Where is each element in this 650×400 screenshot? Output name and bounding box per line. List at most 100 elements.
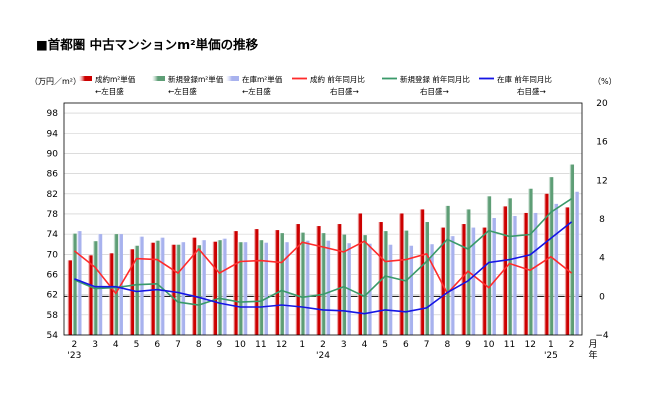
x-tick-label: 4 (113, 340, 119, 350)
x-tick-label: 7 (424, 340, 430, 350)
left-axis-ticks: 54 58 62 66 70 74 78 82 86 90 94 98 (47, 109, 59, 341)
left-tick-label: 66 (47, 270, 59, 280)
bar-0-20 (481, 227, 487, 335)
left-tick-label: 82 (47, 190, 58, 200)
legend-label: 新規登録 前年同月比 (400, 74, 470, 84)
legend-scale-hint: ←左目盛 (168, 86, 197, 96)
left-tick-label: 58 (47, 311, 59, 321)
line-series-2 (74, 221, 573, 315)
bar-2-12 (325, 240, 331, 335)
x-tick-label: 4 (362, 340, 368, 350)
bar-1-18 (444, 205, 450, 335)
bar-1-3 (134, 245, 139, 335)
bar-2-5 (180, 242, 186, 335)
bar-2-18 (449, 236, 455, 335)
line-series-0 (73, 240, 573, 295)
bar-1-8 (237, 242, 243, 335)
bar-1-15 (382, 231, 388, 335)
x-year-label: '24 (316, 351, 330, 361)
x-tick-label: 7 (175, 340, 181, 350)
bar-2-8 (242, 242, 248, 335)
line-series-1 (74, 198, 573, 306)
bar-2-23 (553, 203, 559, 335)
line-series (73, 198, 573, 315)
legend-scale-hint: 右目盛→ (420, 86, 449, 96)
x-tick-label: 8 (444, 340, 450, 350)
bar-2-17 (428, 244, 434, 335)
left-tick-label: 74 (47, 230, 59, 240)
legend-label: 在庫 前年同月比 (497, 74, 552, 84)
legend-scale-hint: ←左目盛 (95, 86, 124, 96)
bar-0-11 (295, 224, 300, 335)
bar-2-0 (76, 231, 82, 335)
bar-2-1 (97, 234, 103, 335)
bar-2-15 (387, 244, 393, 335)
x-tick-label: 2 (320, 340, 326, 350)
x-axis-unit-month: 月 (588, 339, 597, 350)
legend-label: 在庫m²単価 (242, 74, 283, 84)
bar-1-24 (569, 164, 575, 335)
plot-frame (63, 102, 583, 336)
bar-0-7 (212, 241, 218, 335)
legend-swatch (226, 76, 239, 81)
left-tick-label: 54 (47, 331, 59, 341)
bar-2-14 (366, 243, 372, 335)
right-tick-label: 16 (596, 138, 608, 148)
chart-title: ■首都圏 中古マンションm²単価の推移 (36, 37, 259, 52)
bar-1-6 (196, 245, 202, 335)
bar-0-15 (378, 222, 383, 335)
legend-label: 新規登録m²単価 (168, 74, 224, 84)
bar-2-22 (532, 212, 538, 335)
bar-1-7 (217, 240, 222, 335)
bar-1-12 (320, 233, 326, 335)
bar-0-9 (253, 229, 259, 335)
bar-2-7 (221, 238, 227, 335)
bar-2-4 (159, 237, 165, 335)
x-tick-label: 5 (382, 340, 388, 350)
bar-0-6 (191, 237, 197, 335)
bar-1-17 (424, 222, 429, 335)
bar-1-5 (175, 244, 181, 335)
x-tick-label: 1 (299, 340, 305, 350)
bar-0-2 (108, 253, 114, 335)
x-tick-label: 11 (255, 340, 266, 350)
left-axis-unit: （万円／m²） (30, 77, 81, 86)
bar-0-14 (357, 213, 363, 335)
bar-1-0 (71, 233, 77, 335)
right-tick-label: 20 (596, 99, 608, 109)
legend-scale-hint: 右目盛→ (517, 86, 546, 96)
legend-swatch (79, 76, 92, 81)
bar-2-20 (491, 217, 496, 335)
x-axis-ticks: 2 3 4 5 6 7 8 9 10 11 12 1 2 3 4 5 6 7 8 9 10 11 12 1 2'23'24'25… (67, 339, 597, 361)
bar-2-3 (138, 236, 144, 335)
bar-1-22 (527, 188, 533, 335)
bar-2-24 (574, 191, 579, 335)
bar-0-16 (398, 213, 404, 335)
x-tick-label: 12 (276, 340, 287, 350)
x-tick-label: 8 (196, 340, 202, 350)
bar-1-11 (299, 232, 305, 335)
right-tick-label: 0 (599, 292, 605, 302)
bar-2-16 (408, 245, 414, 335)
bar-0-1 (87, 255, 93, 335)
bar-1-16 (403, 230, 409, 335)
right-axis-unit: （%） (593, 77, 617, 86)
left-tick-label: 98 (47, 109, 59, 119)
left-tick-label: 62 (47, 291, 58, 301)
x-tick-label: 5 (134, 340, 140, 350)
bar-0-4 (150, 242, 155, 335)
bar-0-22 (523, 212, 528, 335)
right-tick-label: 12 (596, 176, 607, 186)
x-tick-label: 3 (341, 340, 347, 350)
x-axis-unit-year: 年 (588, 349, 597, 361)
x-tick-label: 12 (524, 340, 535, 350)
axes (63, 102, 583, 336)
legend-scale-hint: 右目盛→ (330, 86, 359, 96)
bar-1-9 (258, 240, 264, 335)
bar-1-13 (341, 234, 347, 335)
x-tick-label: 1 (548, 340, 554, 350)
x-year-label: '23 (67, 351, 81, 361)
bar-1-21 (507, 198, 512, 335)
bar-2-21 (511, 215, 517, 335)
